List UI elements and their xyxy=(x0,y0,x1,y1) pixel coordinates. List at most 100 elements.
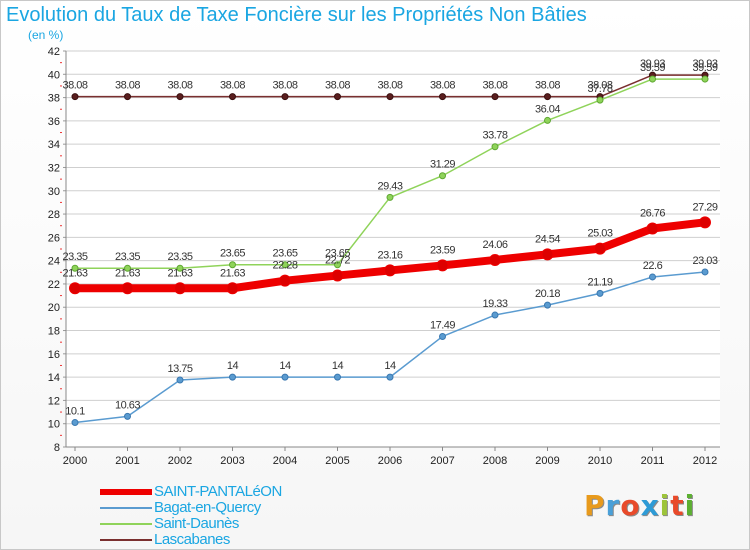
data-point-saint-pantaleon-2008 xyxy=(489,253,501,266)
data-label-saint-daunes-2001: 23.35 xyxy=(115,251,140,263)
legend-swatch-lascabanes xyxy=(100,539,152,541)
data-point-bagat-en-quercy-2001 xyxy=(124,412,131,420)
data-label-saint-pantaleon-2002: 21.63 xyxy=(167,267,192,279)
data-point-saint-pantaleon-2012 xyxy=(699,216,711,229)
x-tick-label-2010: 2010 xyxy=(588,455,612,467)
axes: 8 10 12 14 16 18 20 22 24 26 28 30 32 34 36 38 40 42 2000 2… xyxy=(48,46,720,467)
data-label-lascabanes-2007: 38.08 xyxy=(430,80,455,92)
legend-label-saint-daunes: Saint-Daunès xyxy=(154,515,239,532)
data-point-bagat-en-quercy-2007 xyxy=(439,332,446,340)
x-tick-label-2004: 2004 xyxy=(273,455,297,467)
data-label-saint-daunes-2012: 39.59 xyxy=(692,62,717,74)
data-label-saint-daunes-2000: 23.35 xyxy=(62,251,87,263)
y-tick-label-16: 16 xyxy=(48,349,60,361)
logo-letter: i xyxy=(659,489,671,522)
x-tick-label-2003: 2003 xyxy=(220,455,244,467)
data-point-saint-daunes-2000 xyxy=(71,264,79,272)
x-tick-label-2000: 2000 xyxy=(63,455,87,467)
data-point-saint-daunes-2010 xyxy=(596,96,604,104)
data-label-saint-daunes-2003: 23.65 xyxy=(220,248,245,260)
logo-letter: i xyxy=(684,489,696,522)
data-point-saint-daunes-2006 xyxy=(386,193,394,201)
data-point-bagat-en-quercy-2005 xyxy=(334,373,341,381)
logo-letter: r xyxy=(605,489,621,522)
data-point-bagat-en-quercy-2010 xyxy=(596,289,604,297)
data-point-saint-pantaleon-2010 xyxy=(594,242,606,255)
data-label-bagat-en-quercy-2000: 10.1 xyxy=(65,406,85,418)
data-point-bagat-en-quercy-2009 xyxy=(544,301,551,309)
data-label-saint-pantaleon-2005: 22.72 xyxy=(325,255,350,267)
data-label-saint-pantaleon-2001: 21.63 xyxy=(115,267,140,279)
legend-label-saint-pantaleon: SAINT-PANTALéON xyxy=(154,483,282,500)
y-tick-label-8: 8 xyxy=(54,442,60,454)
data-point-saint-pantaleon-2006 xyxy=(384,264,396,277)
y-tick-label-20: 20 xyxy=(48,302,60,314)
x-tick-label-2006: 2006 xyxy=(378,455,402,467)
series-layer xyxy=(69,71,711,427)
data-labels: 38.08 38.08 38.08 38.08 38.08 38.08 38.08 38.08… xyxy=(62,58,718,418)
data-label-saint-daunes-2004: 23.65 xyxy=(272,248,297,260)
y-tick-label-28: 28 xyxy=(48,209,60,221)
data-label-bagat-en-quercy-2001: 10.63 xyxy=(115,399,140,411)
logo-letter: P xyxy=(584,489,606,522)
data-point-lascabanes-2000 xyxy=(71,93,79,101)
data-point-saint-pantaleon-2005 xyxy=(331,269,344,282)
x-tick-label-2001: 2001 xyxy=(115,455,139,467)
data-point-saint-daunes-2002 xyxy=(176,264,184,272)
data-label-saint-pantaleon-2006: 23.16 xyxy=(377,249,402,261)
data-point-lascabanes-2002 xyxy=(176,93,184,101)
data-point-bagat-en-quercy-2008 xyxy=(491,311,499,319)
data-label-bagat-en-quercy-2005: 14 xyxy=(332,360,344,372)
data-label-saint-daunes-2002: 23.35 xyxy=(167,251,192,263)
data-label-bagat-en-quercy-2009: 20.18 xyxy=(535,288,560,300)
data-label-bagat-en-quercy-2012: 23.03 xyxy=(692,255,717,267)
data-label-saint-daunes-2005: 23.65 xyxy=(325,248,350,260)
data-label-saint-pantaleon-2004: 22.28 xyxy=(272,260,297,272)
data-point-saint-daunes-2011 xyxy=(649,75,656,83)
data-label-saint-daunes-2006: 29.43 xyxy=(377,180,402,192)
logo-letter: t xyxy=(670,489,685,522)
logo-letter: o xyxy=(620,489,641,522)
data-label-bagat-en-quercy-2003: 14 xyxy=(227,360,239,372)
data-label-saint-pantaleon-2003: 21.63 xyxy=(220,267,245,279)
data-point-bagat-en-quercy-2002 xyxy=(176,376,184,384)
y-tick-label-40: 40 xyxy=(48,69,60,81)
y-tick-label-26: 26 xyxy=(48,232,60,244)
y-tick-label-18: 18 xyxy=(48,326,60,338)
data-label-saint-pantaleon-2012: 27.29 xyxy=(692,201,717,213)
data-label-lascabanes-2010: 38.08 xyxy=(587,80,612,92)
plot-area xyxy=(66,51,720,447)
data-label-saint-pantaleon-2008: 24.06 xyxy=(482,239,507,251)
y-tick-label-34: 34 xyxy=(48,139,60,151)
data-label-saint-pantaleon-2010: 25.03 xyxy=(587,228,612,240)
data-point-lascabanes-2007 xyxy=(439,93,446,101)
data-label-saint-pantaleon-2000: 21.63 xyxy=(62,267,87,279)
data-label-saint-daunes-2008: 33.78 xyxy=(482,130,507,142)
y-tick-label-14: 14 xyxy=(48,372,60,384)
data-label-lascabanes-2004: 38.08 xyxy=(272,80,297,92)
logo-letter: x xyxy=(640,489,660,522)
chart-subtitle: (en %) xyxy=(28,28,64,42)
data-point-saint-daunes-2004 xyxy=(281,261,289,269)
data-label-bagat-en-quercy-2007: 17.49 xyxy=(430,319,455,331)
data-label-lascabanes-2001: 38.08 xyxy=(115,80,140,92)
data-label-saint-pantaleon-2007: 23.59 xyxy=(430,244,455,256)
data-point-saint-daunes-2005 xyxy=(334,261,341,269)
data-label-lascabanes-2011: 39.93 xyxy=(640,58,665,70)
data-point-saint-pantaleon-2002 xyxy=(174,282,186,295)
data-point-lascabanes-2009 xyxy=(544,93,551,101)
data-label-bagat-en-quercy-2008: 19.33 xyxy=(482,298,507,310)
data-label-lascabanes-2008: 38.08 xyxy=(482,80,507,92)
data-label-saint-daunes-2010: 37.78 xyxy=(587,83,612,95)
data-label-bagat-en-quercy-2002: 13.75 xyxy=(167,363,192,375)
data-point-lascabanes-2004 xyxy=(281,93,289,101)
data-point-saint-daunes-2007 xyxy=(439,172,446,180)
y-tick-label-42: 42 xyxy=(48,46,60,58)
x-tick-label-2012: 2012 xyxy=(693,455,717,467)
data-point-saint-pantaleon-2004 xyxy=(279,274,291,287)
y-tick-label-12: 12 xyxy=(48,395,60,407)
y-tick-label-32: 32 xyxy=(48,162,60,174)
data-point-lascabanes-2003 xyxy=(229,93,236,101)
legend-label-bagat-en-quercy: Bagat-en-Quercy xyxy=(154,499,261,516)
